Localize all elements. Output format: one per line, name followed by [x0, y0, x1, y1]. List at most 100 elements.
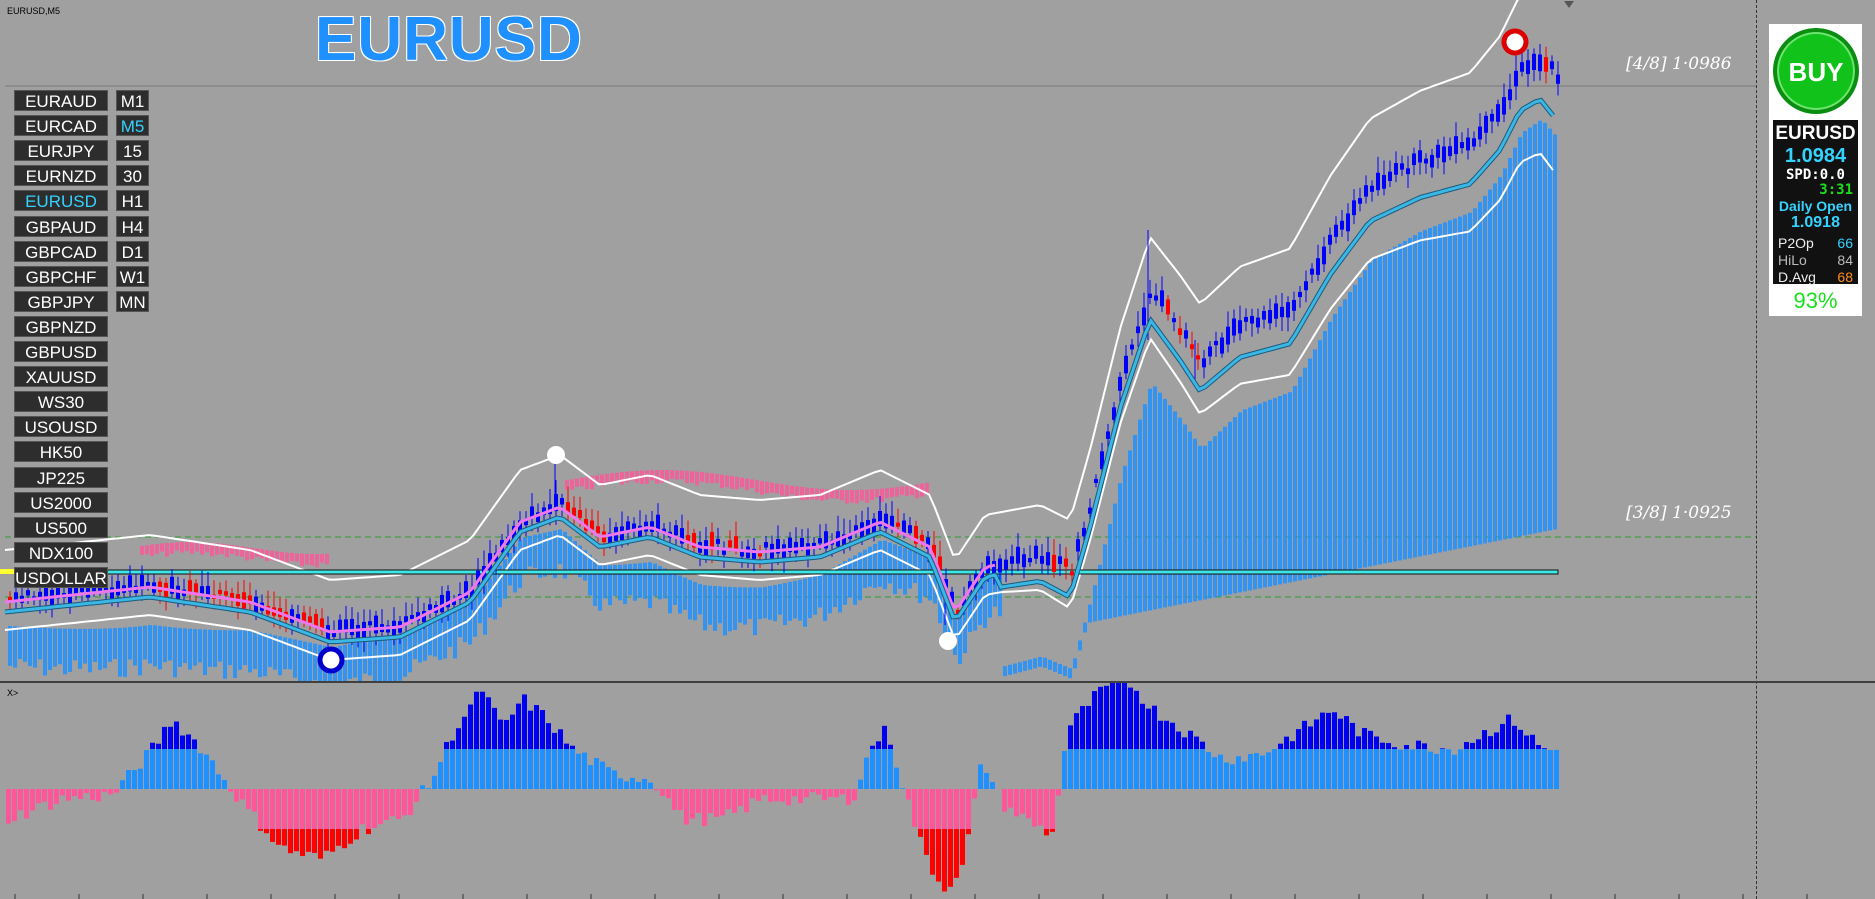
- pair-button[interactable]: GBPCHF: [14, 265, 108, 287]
- oscillator-chart[interactable]: [0, 682, 1875, 899]
- osc-bar: [474, 691, 479, 749]
- buy-signal-marker: [317, 646, 345, 674]
- pair-button[interactable]: EURNZD: [14, 165, 108, 187]
- band-bar: [723, 586, 727, 636]
- osc-bar: [696, 789, 701, 813]
- band-bar: [225, 544, 229, 558]
- timeframe-button[interactable]: M5: [116, 115, 149, 137]
- osc-bar: [372, 789, 377, 828]
- osc-bar: [168, 749, 173, 789]
- osc-bar: [1230, 764, 1235, 789]
- band-bar: [305, 553, 309, 565]
- band-bar: [1358, 277, 1362, 569]
- pair-button[interactable]: EURJPY: [14, 140, 108, 162]
- candle-body: [878, 510, 882, 527]
- candle-body: [812, 542, 816, 548]
- pair-button[interactable]: EURCAD: [14, 115, 108, 137]
- osc-bar: [828, 789, 833, 797]
- band-bar: [883, 540, 887, 590]
- band-bar: [303, 641, 307, 682]
- band-bar: [863, 549, 867, 588]
- timeframe-button[interactable]: 15: [116, 140, 149, 162]
- band-bar: [290, 552, 294, 562]
- osc-bar: [972, 789, 977, 799]
- candle-body: [1268, 309, 1272, 324]
- osc-bar: [882, 749, 887, 789]
- pair-button[interactable]: US500: [14, 516, 108, 538]
- band-bar: [285, 552, 289, 563]
- candle-body: [710, 532, 714, 550]
- candle-body: [1448, 146, 1452, 157]
- osc-bar: [630, 777, 635, 789]
- pair-button[interactable]: GBPCAD: [14, 240, 108, 262]
- timeframe-button[interactable]: D1: [116, 240, 149, 262]
- pair-button[interactable]: GBPUSD: [14, 341, 108, 362]
- osc-bar: [1068, 725, 1073, 749]
- osc-bar: [870, 749, 875, 789]
- candle-body: [914, 526, 918, 544]
- osc-bar: [1194, 736, 1199, 749]
- osc-bar: [714, 789, 719, 817]
- pair-button[interactable]: GBPAUD: [14, 215, 108, 237]
- pair-button[interactable]: HK50: [14, 441, 108, 463]
- candle-body: [842, 534, 846, 546]
- osc-bar: [1398, 749, 1403, 789]
- osc-bar: [378, 789, 383, 825]
- candle-body: [1202, 358, 1206, 368]
- pair-button[interactable]: USDOLLAR: [14, 566, 108, 588]
- buy-signal-button[interactable]: BUY: [1773, 28, 1859, 114]
- timeframe-button[interactable]: MN: [116, 290, 149, 312]
- pair-button[interactable]: GBPNZD: [14, 315, 108, 337]
- pair-button[interactable]: EURUSD: [14, 190, 108, 212]
- osc-bar: [558, 729, 563, 749]
- pair-button[interactable]: XAUUSD: [14, 366, 108, 388]
- osc-bar: [1392, 749, 1397, 789]
- band-bar: [1258, 403, 1262, 589]
- osc-bar: [108, 789, 113, 795]
- pair-button[interactable]: JP225: [14, 466, 108, 488]
- band-bar: [1538, 120, 1542, 533]
- timeframe-button[interactable]: H1: [116, 190, 149, 212]
- band-bar: [498, 565, 502, 608]
- candle-body: [1124, 355, 1128, 374]
- band-bar: [1153, 386, 1157, 610]
- candle-body: [1334, 224, 1338, 237]
- candle-body: [1556, 74, 1560, 84]
- osc-bar: [966, 829, 971, 835]
- band-bar: [88, 628, 92, 673]
- candle-body: [302, 612, 306, 622]
- band-bar: [1193, 438, 1197, 602]
- pair-button[interactable]: WS30: [14, 391, 108, 413]
- osc-bar: [1044, 789, 1049, 829]
- band-bar: [620, 472, 624, 485]
- osc-bar: [1110, 682, 1115, 749]
- timeframe-button[interactable]: H4: [116, 215, 149, 237]
- band-bar: [1393, 246, 1397, 562]
- timeframe-button[interactable]: M1: [116, 90, 149, 111]
- band-bar: [298, 640, 302, 682]
- pair-button[interactable]: NDX100: [14, 541, 108, 563]
- timeframe-button[interactable]: W1: [116, 265, 149, 287]
- band-bar: [233, 630, 237, 679]
- pair-button[interactable]: USOUSD: [14, 416, 108, 438]
- subwindow-separator[interactable]: [0, 681, 1875, 683]
- panel-percent: 93%: [1793, 288, 1838, 313]
- band-bar: [1063, 666, 1067, 677]
- timeframe-button[interactable]: 30: [116, 165, 149, 187]
- band-bar: [268, 634, 272, 667]
- candle-body: [518, 520, 522, 532]
- chart-shift-icon[interactable]: [1564, 1, 1574, 8]
- pair-button[interactable]: EURAUD: [14, 90, 108, 111]
- band-bar: [1263, 401, 1267, 588]
- band-bar: [508, 552, 512, 586]
- band-bar: [815, 488, 819, 500]
- pair-button[interactable]: US2000: [14, 491, 108, 513]
- band-bar: [283, 637, 287, 670]
- osc-bar: [1278, 749, 1283, 789]
- price-chart[interactable]: [0, 0, 1875, 682]
- band-bar: [1403, 240, 1407, 560]
- pair-button[interactable]: GBPJPY: [14, 290, 108, 312]
- band-bar: [308, 642, 312, 682]
- candle-body: [992, 560, 996, 576]
